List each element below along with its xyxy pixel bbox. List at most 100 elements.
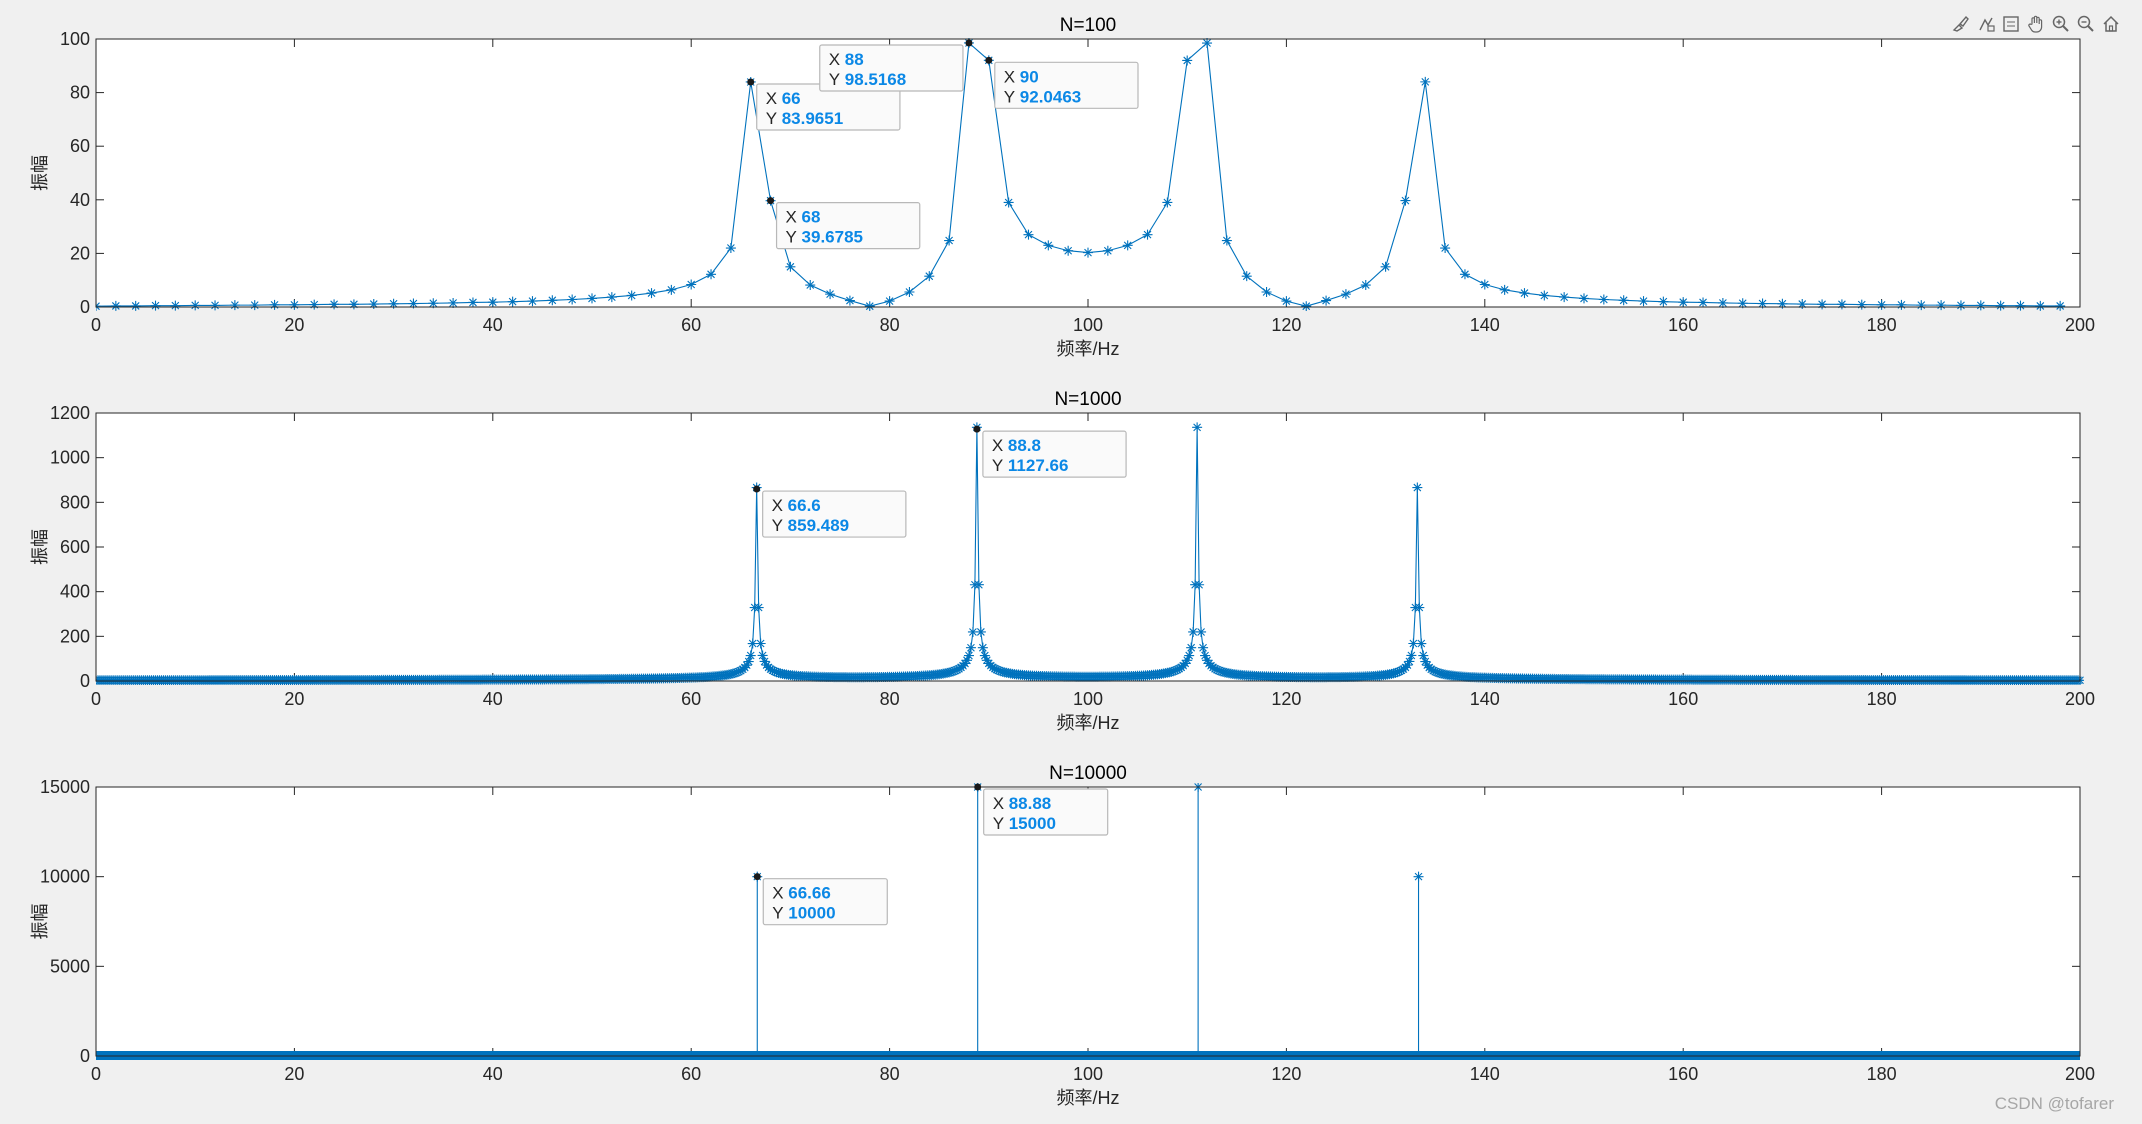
data-point [1083, 247, 1093, 258]
y-tick-label: 10000 [40, 867, 90, 887]
data-point [1936, 300, 1947, 311]
x-tick-label: 180 [1867, 315, 1897, 335]
y-tick-label: 5000 [50, 956, 90, 976]
data-point [229, 300, 240, 311]
data-point [1301, 301, 1312, 311]
datatip-marker [973, 425, 981, 433]
datatip-x-value: 90 [1020, 67, 1039, 86]
x-tick-label: 20 [284, 689, 304, 709]
data-tip-icon[interactable] [1975, 13, 1997, 35]
data-point [1400, 195, 1411, 206]
brush-icon[interactable] [1950, 13, 1972, 35]
data-point [1406, 650, 1417, 661]
chart-3: N=10000 0 20 40 60 80 100 120 140 160 180 200 0 5000 1… [30, 763, 2095, 1108]
x-tick-label: 120 [1271, 315, 1301, 335]
home-icon[interactable] [2100, 13, 2122, 35]
series-line [96, 41, 2061, 307]
zoom-in-icon[interactable] [2050, 13, 2072, 35]
datatip[interactable]: X 68 Y 39.6785 [767, 197, 921, 250]
data-point [1390, 667, 1401, 678]
data-point [1896, 299, 1907, 310]
axes-frame [95, 786, 2081, 1057]
y-tick-label: 1000 [50, 448, 90, 468]
datatip-x-key: X [772, 496, 783, 515]
series-group [96, 37, 2066, 311]
datatip-y-key: Y [993, 814, 1004, 833]
datatip[interactable]: X 88.8 Y 1127.66 [973, 425, 1127, 478]
data-point [981, 655, 992, 666]
datatip-y-key: Y [772, 904, 783, 923]
datatip[interactable]: X 66.66 Y 10000 [753, 873, 888, 926]
data-point [1166, 666, 1177, 677]
data-point [967, 626, 978, 637]
data-point [731, 667, 742, 678]
data-point [1737, 298, 1748, 309]
data-point [1162, 197, 1173, 208]
data-point [1416, 638, 1427, 649]
data-point [1995, 300, 2006, 311]
data-point [995, 666, 1006, 677]
data-point [757, 650, 768, 661]
pan-icon[interactable] [2025, 13, 2047, 35]
x-tick-label: 20 [284, 1064, 304, 1084]
data-point [771, 667, 782, 678]
data-point [1188, 626, 1199, 637]
data-point [1420, 76, 1431, 87]
y-tick-label: 0 [80, 671, 90, 691]
datatip-marker [965, 39, 973, 47]
y-tick-label: 40 [70, 190, 90, 210]
data-point [959, 658, 970, 669]
y-tick-label: 15000 [40, 777, 90, 797]
x-tick-label: 60 [681, 689, 701, 709]
datatip[interactable]: X 88.88 Y 15000 [974, 783, 1109, 836]
zoom-out-icon[interactable] [2075, 13, 2097, 35]
data-point [864, 301, 875, 311]
data-point [1142, 229, 1153, 240]
data-point [1168, 666, 1179, 677]
datatip-box [762, 490, 907, 538]
y-tick-label: 60 [70, 136, 90, 156]
x-tick-label: 20 [284, 315, 304, 335]
data-point [1360, 280, 1371, 291]
data-point [467, 297, 478, 308]
data-point [1777, 298, 1788, 309]
x-tick-label: 40 [483, 315, 503, 335]
data-point [1202, 655, 1213, 666]
datatip-marker [747, 78, 755, 86]
data-point [1856, 299, 1867, 310]
x-tick-label: 140 [1470, 689, 1500, 709]
data-point [706, 269, 717, 280]
datatip[interactable]: X 66.6 Y 859.489 [753, 485, 907, 538]
data-point [1063, 245, 1074, 256]
datatip-x-value: 66.6 [788, 496, 821, 515]
data-point [1211, 664, 1222, 675]
datatip-y-key: Y [992, 456, 1003, 475]
data-point [1194, 579, 1205, 590]
datatip-x-key: X [786, 208, 797, 227]
x-tick-label: 40 [483, 689, 503, 709]
x-tick-label: 180 [1867, 1064, 1897, 1084]
data-point [1184, 650, 1195, 661]
y-tick-label: 80 [70, 83, 90, 103]
datatip-y-value: 39.6785 [802, 228, 863, 247]
data-point [1402, 660, 1413, 671]
datatip-marker [985, 56, 993, 64]
x-tick-label: 120 [1271, 1064, 1301, 1084]
data-point [1408, 638, 1419, 649]
datatip[interactable]: X 88 Y 98.5168 [819, 39, 973, 92]
datatip-y-value: 83.9651 [782, 109, 843, 128]
datatip[interactable]: X 66 Y 83.9651 [747, 78, 901, 131]
chart-2: N=1000 0 20 40 60 80 100 120 140 160 180 200 0 200 400… [30, 389, 2095, 733]
legend-icon[interactable] [2000, 13, 2022, 35]
data-point [952, 664, 963, 675]
data-point [767, 665, 778, 676]
datatip-x-value: 66.66 [788, 884, 831, 903]
data-point [368, 299, 379, 310]
x-axis-label: 频率/Hz [1057, 339, 1120, 359]
data-point [1192, 422, 1203, 433]
datatip[interactable]: X 90 Y 92.0463 [985, 56, 1139, 109]
datatip-y-value: 859.489 [788, 516, 849, 535]
data-point [1618, 295, 1629, 306]
data-point [1202, 38, 1213, 49]
datatip-y-key: Y [829, 70, 840, 89]
